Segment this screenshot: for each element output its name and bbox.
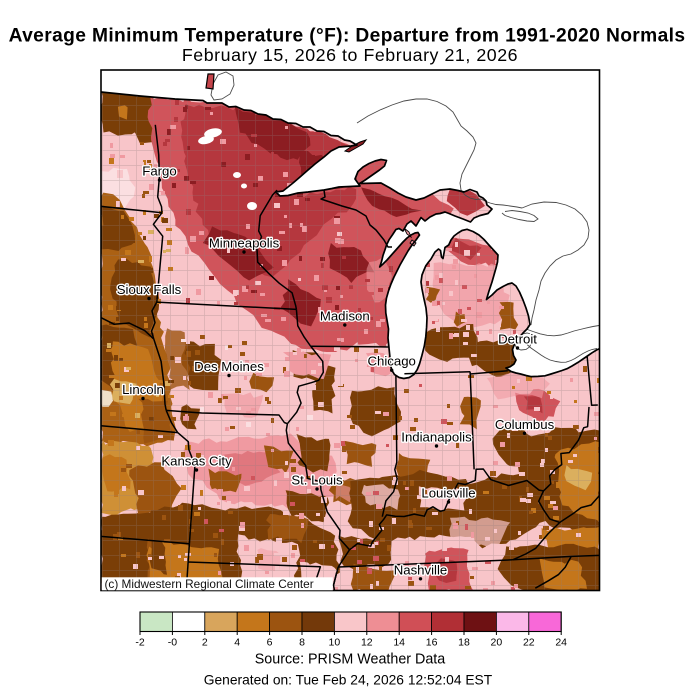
- svg-text:-2: -2: [135, 637, 144, 649]
- svg-text:22: 22: [523, 637, 535, 649]
- svg-text:Columbus: Columbus: [495, 417, 555, 432]
- svg-text:Nashville: Nashville: [394, 562, 448, 577]
- svg-text:-0: -0: [168, 637, 177, 649]
- svg-text:6: 6: [267, 637, 273, 649]
- svg-text:Indianapolis: Indianapolis: [401, 430, 472, 445]
- svg-text:St. Louis: St. Louis: [291, 473, 343, 488]
- svg-text:Madison: Madison: [320, 309, 370, 324]
- svg-text:4: 4: [234, 637, 240, 649]
- svg-text:18: 18: [458, 637, 470, 649]
- svg-text:8: 8: [299, 637, 305, 649]
- svg-text:16: 16: [426, 637, 438, 649]
- svg-text:Source: PRISM Weather Data: Source: PRISM Weather Data: [255, 652, 445, 668]
- svg-text:Des Moines: Des Moines: [194, 359, 264, 374]
- svg-text:Louisville: Louisville: [421, 486, 475, 501]
- svg-text:Generated on: Tue Feb 24, 2026: Generated on: Tue Feb 24, 2026 12:52:04 …: [204, 673, 493, 688]
- svg-text:Detroit: Detroit: [498, 332, 537, 347]
- svg-text:(c) Midwestern Regional Climat: (c) Midwestern Regional Climate Center: [105, 577, 314, 591]
- svg-text:Average Minimum Temperature (°: Average Minimum Temperature (°F): Depart…: [9, 26, 686, 47]
- svg-text:20: 20: [491, 637, 503, 649]
- svg-text:10: 10: [329, 637, 341, 649]
- svg-text:2: 2: [202, 637, 208, 649]
- svg-text:Fargo: Fargo: [142, 164, 176, 179]
- svg-text:Lincoln: Lincoln: [122, 382, 164, 397]
- svg-text:Minneapolis: Minneapolis: [209, 236, 280, 251]
- svg-text:12: 12: [361, 637, 373, 649]
- svg-text:Chicago: Chicago: [368, 354, 416, 369]
- svg-text:Kansas City: Kansas City: [161, 454, 232, 469]
- svg-text:February 15, 2026 to February: February 15, 2026 to February 21, 2026: [182, 45, 518, 65]
- svg-text:24: 24: [555, 637, 567, 649]
- svg-text:Sioux Falls: Sioux Falls: [117, 282, 182, 297]
- svg-text:14: 14: [393, 637, 405, 649]
